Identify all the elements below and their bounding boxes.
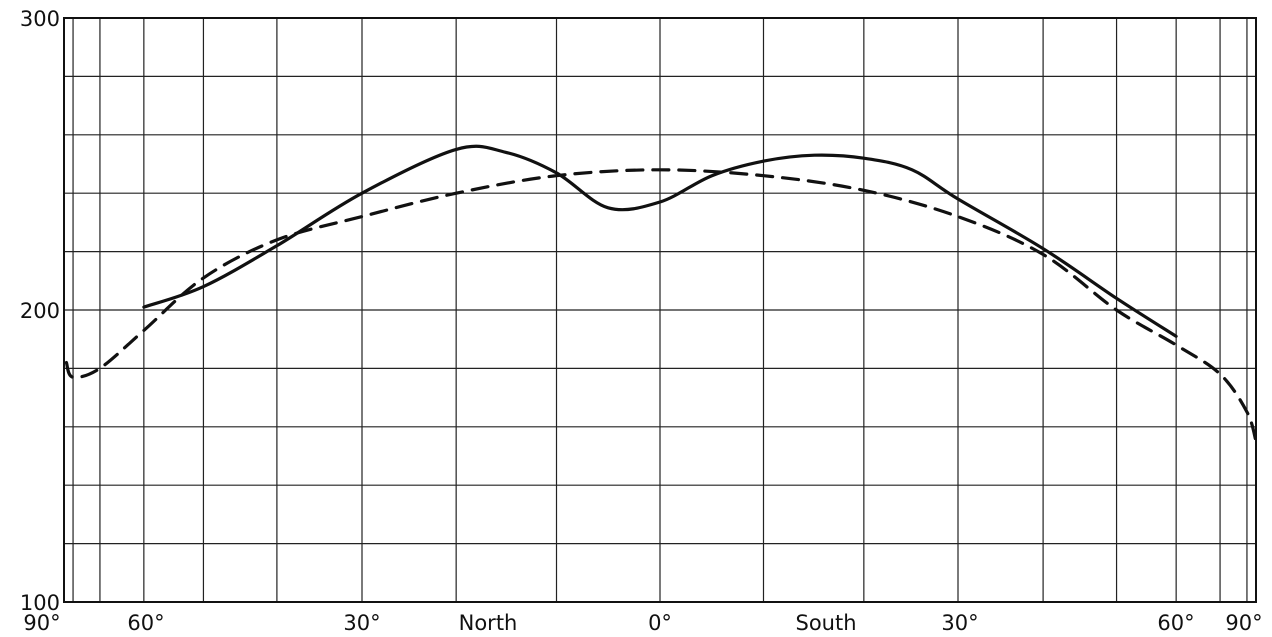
series-layer [64, 144, 1258, 443]
x-tick-label: North [459, 611, 518, 635]
labels-layer: 300 200 100 90° 60° 30° North 0° South 3… [20, 7, 1263, 635]
x-tick-label: 90° [23, 611, 60, 635]
grid-layer [64, 18, 1256, 602]
y-tick-label: 100 [20, 591, 60, 615]
x-tick-label: 60° [127, 611, 164, 635]
x-tick-label: 30° [343, 611, 380, 635]
x-tick-label: 60° [1157, 611, 1194, 635]
y-tick-label: 200 [20, 299, 60, 323]
x-tick-label: South [795, 611, 856, 635]
series-line-solid [142, 144, 1178, 338]
x-tick-label: 30° [941, 611, 978, 635]
plot-frame [63, 17, 1257, 603]
x-tick-label: 0° [648, 611, 672, 635]
x-tick-label: 90° [1225, 611, 1262, 635]
y-tick-label: 300 [20, 7, 60, 31]
series-line-dashed [64, 168, 1258, 443]
